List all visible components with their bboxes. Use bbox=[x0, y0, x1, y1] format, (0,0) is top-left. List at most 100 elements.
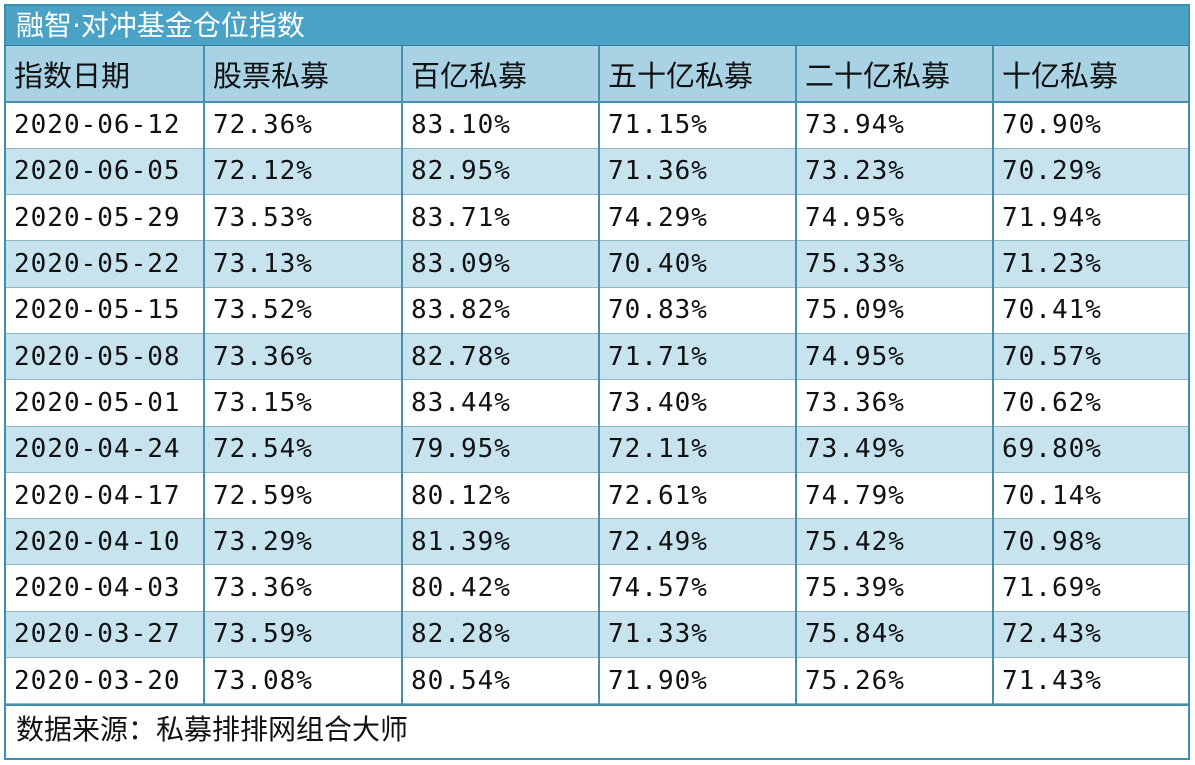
value-cell: 82.78% bbox=[402, 333, 600, 381]
value-cell: 71.94% bbox=[993, 194, 1188, 242]
value-cell: 71.23% bbox=[993, 240, 1188, 288]
value-cell: 72.54% bbox=[204, 426, 403, 473]
table-row: 2020-06-12 72.36% 83.10% 71.15% 73.94% 70.90% bbox=[6, 102, 1188, 149]
value-cell: 75.84% bbox=[796, 611, 994, 659]
date-cell: 2020-05-22 bbox=[6, 240, 205, 288]
table-row: 2020-05-15 73.52% 83.82% 70.83% 75.09% 70.41% bbox=[6, 287, 1188, 334]
value-cell: 81.39% bbox=[402, 518, 600, 566]
table-row: 2020-05-29 73.53% 83.71% 74.29% 74.95% 71.94% bbox=[6, 194, 1188, 242]
date-cell: 2020-03-27 bbox=[6, 611, 205, 659]
value-cell: 75.09% bbox=[796, 287, 994, 334]
value-cell: 70.14% bbox=[993, 472, 1188, 520]
value-cell: 70.83% bbox=[599, 287, 797, 334]
value-cell: 73.36% bbox=[204, 333, 403, 381]
table-row: 2020-04-17 72.59% 80.12% 72.61% 74.79% 70.14% bbox=[6, 472, 1188, 520]
table-row: 2020-05-08 73.36% 82.78% 71.71% 74.95% 70.57% bbox=[6, 333, 1188, 381]
value-cell: 80.54% bbox=[402, 657, 600, 705]
value-cell: 72.11% bbox=[599, 426, 797, 473]
date-cell: 2020-05-15 bbox=[6, 287, 205, 334]
value-cell: 71.15% bbox=[599, 102, 797, 149]
header-row: 指数日期 股票私募 百亿私募 五十亿私募 二十亿私募 十亿私募 bbox=[6, 46, 1188, 103]
value-cell: 72.36% bbox=[204, 102, 403, 149]
value-cell: 75.42% bbox=[796, 518, 994, 566]
value-cell: 75.26% bbox=[796, 657, 994, 705]
value-cell: 82.95% bbox=[402, 148, 600, 196]
table-row: 2020-03-27 73.59% 82.28% 71.33% 75.84% 72.43% bbox=[6, 611, 1188, 659]
value-cell: 73.40% bbox=[599, 379, 797, 427]
value-cell: 74.79% bbox=[796, 472, 994, 520]
value-cell: 73.29% bbox=[204, 518, 403, 566]
value-cell: 70.40% bbox=[599, 240, 797, 288]
value-cell: 73.49% bbox=[796, 426, 994, 473]
data-table: 指数日期 股票私募 百亿私募 五十亿私募 二十亿私募 十亿私募 2020-06-12 72.… bbox=[6, 46, 1188, 705]
date-cell: 2020-04-03 bbox=[6, 564, 205, 612]
column-header: 十亿私募 bbox=[993, 46, 1188, 103]
table-row: 2020-03-20 73.08% 80.54% 71.90% 75.26% 71.43% bbox=[6, 657, 1188, 705]
value-cell: 74.57% bbox=[599, 564, 797, 612]
date-cell: 2020-04-17 bbox=[6, 472, 205, 520]
value-cell: 71.36% bbox=[599, 148, 797, 196]
value-cell: 71.71% bbox=[599, 333, 797, 381]
value-cell: 75.39% bbox=[796, 564, 994, 612]
source-note: 数据来源：私募排排网组合大师 bbox=[6, 704, 1188, 757]
value-cell: 83.10% bbox=[402, 102, 600, 149]
value-cell: 72.43% bbox=[993, 611, 1188, 659]
value-cell: 71.69% bbox=[993, 564, 1188, 612]
value-cell: 79.95% bbox=[402, 426, 600, 473]
value-cell: 73.13% bbox=[204, 240, 403, 288]
column-header: 五十亿私募 bbox=[599, 46, 797, 103]
date-cell: 2020-04-24 bbox=[6, 426, 205, 473]
value-cell: 70.62% bbox=[993, 379, 1188, 427]
date-cell: 2020-05-01 bbox=[6, 379, 205, 427]
value-cell: 73.36% bbox=[204, 564, 403, 612]
value-cell: 72.49% bbox=[599, 518, 797, 566]
column-header: 百亿私募 bbox=[402, 46, 600, 103]
value-cell: 71.33% bbox=[599, 611, 797, 659]
value-cell: 73.15% bbox=[204, 379, 403, 427]
table-row: 2020-05-22 73.13% 83.09% 70.40% 75.33% 71.23% bbox=[6, 240, 1188, 288]
value-cell: 73.94% bbox=[796, 102, 994, 149]
date-cell: 2020-05-08 bbox=[6, 333, 205, 381]
value-cell: 83.71% bbox=[402, 194, 600, 242]
value-cell: 73.59% bbox=[204, 611, 403, 659]
value-cell: 73.08% bbox=[204, 657, 403, 705]
value-cell: 83.09% bbox=[402, 240, 600, 288]
table-title: 融智·对冲基金仓位指数 bbox=[6, 6, 1188, 46]
table-body: 2020-06-12 72.36% 83.10% 71.15% 73.94% 70.90%… bbox=[6, 102, 1188, 705]
value-cell: 82.28% bbox=[402, 611, 600, 659]
value-cell: 83.44% bbox=[402, 379, 600, 427]
table-row: 2020-04-10 73.29% 81.39% 72.49% 75.42% 70.98% bbox=[6, 518, 1188, 566]
table-row: 2020-06-05 72.12% 82.95% 71.36% 73.23% 70.29% bbox=[6, 148, 1188, 196]
value-cell: 70.98% bbox=[993, 518, 1188, 566]
date-cell: 2020-03-20 bbox=[6, 657, 205, 705]
date-cell: 2020-05-29 bbox=[6, 194, 205, 242]
value-cell: 70.29% bbox=[993, 148, 1188, 196]
value-cell: 80.12% bbox=[402, 472, 600, 520]
table-row: 2020-05-01 73.15% 83.44% 73.40% 73.36% 70.62% bbox=[6, 379, 1188, 427]
value-cell: 74.95% bbox=[796, 194, 994, 242]
value-cell: 75.33% bbox=[796, 240, 994, 288]
value-cell: 72.61% bbox=[599, 472, 797, 520]
value-cell: 74.95% bbox=[796, 333, 994, 381]
value-cell: 80.42% bbox=[402, 564, 600, 612]
table-row: 2020-04-24 72.54% 79.95% 72.11% 73.49% 69.80% bbox=[6, 426, 1188, 473]
column-header: 股票私募 bbox=[204, 46, 403, 103]
value-cell: 73.53% bbox=[204, 194, 403, 242]
value-cell: 83.82% bbox=[402, 287, 600, 334]
value-cell: 74.29% bbox=[599, 194, 797, 242]
value-cell: 71.90% bbox=[599, 657, 797, 705]
date-cell: 2020-06-05 bbox=[6, 148, 205, 196]
value-cell: 69.80% bbox=[993, 426, 1188, 473]
column-header: 二十亿私募 bbox=[796, 46, 994, 103]
value-cell: 73.52% bbox=[204, 287, 403, 334]
value-cell: 73.36% bbox=[796, 379, 994, 427]
date-cell: 2020-04-10 bbox=[6, 518, 205, 566]
value-cell: 70.41% bbox=[993, 287, 1188, 334]
value-cell: 72.59% bbox=[204, 472, 403, 520]
table-frame: 融智·对冲基金仓位指数 指数日期 股票私募 百亿私募 五十亿私募 二十亿私募 十亿私募 2… bbox=[4, 4, 1190, 760]
value-cell: 70.90% bbox=[993, 102, 1188, 149]
value-cell: 70.57% bbox=[993, 333, 1188, 381]
value-cell: 72.12% bbox=[204, 148, 403, 196]
value-cell: 73.23% bbox=[796, 148, 994, 196]
date-cell: 2020-06-12 bbox=[6, 102, 205, 149]
